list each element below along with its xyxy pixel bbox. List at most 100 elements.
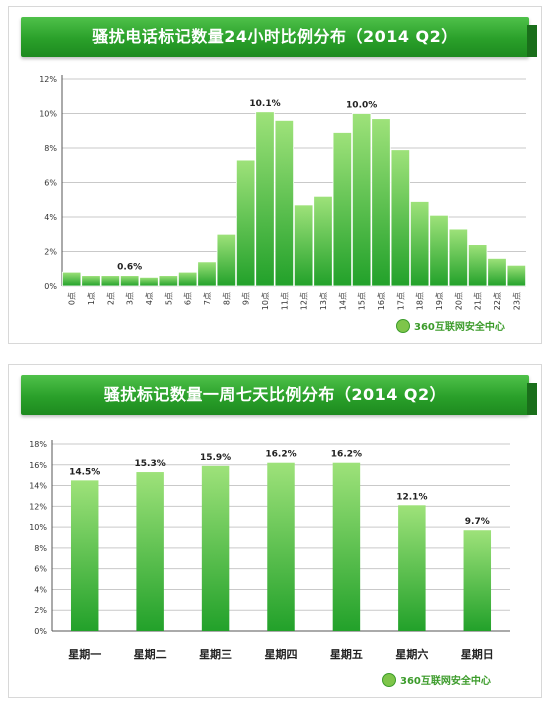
bar	[313, 195, 333, 287]
data-label: 0.6%	[117, 263, 142, 273]
x-tick-label: 5点	[164, 292, 173, 305]
bar	[398, 505, 426, 631]
brand-watermark: 360互联网安全中心	[382, 672, 491, 687]
bar	[506, 264, 527, 287]
bar	[467, 244, 488, 287]
bar	[158, 275, 179, 287]
bar	[70, 480, 99, 631]
y-tick-label: 10%	[29, 523, 47, 532]
x-tick-label: 星期六	[395, 647, 428, 661]
x-tick-label: 6点	[184, 292, 193, 305]
y-tick-label: 8%	[44, 144, 57, 153]
y-tick-label: 2%	[44, 248, 57, 257]
x-tick-label: 4点	[145, 292, 154, 305]
bar	[409, 201, 430, 287]
data-label: 10.0%	[346, 101, 377, 111]
y-tick-label: 4%	[44, 213, 57, 222]
y-tick-label: 18%	[29, 440, 47, 449]
bar	[487, 257, 507, 287]
bar	[274, 120, 295, 287]
y-tick-label: 12%	[29, 502, 47, 511]
weekly-chart-plot: 0% 2% 4% 6% 8% 10% 12% 14% 16% 18% 星期一 星期二 星期三 星期四 星期五…	[29, 440, 510, 661]
brand-watermark: 360互联网安全中心	[396, 318, 505, 333]
bar	[119, 275, 140, 287]
x-tick-label: 20点	[454, 292, 463, 310]
x-tick-label: 7点	[203, 292, 212, 305]
banner-ribbon-fold	[527, 25, 537, 57]
data-label: 12.1%	[396, 492, 427, 502]
x-tick-label: 22点	[493, 292, 502, 310]
x-tick-label: 星期日	[461, 647, 494, 661]
bar	[81, 275, 101, 287]
data-label: 16.2%	[265, 450, 296, 460]
brand-label: 360互联网安全中心	[400, 676, 491, 687]
y-tick-label: 10%	[39, 110, 57, 119]
y-tick-label: 14%	[29, 482, 47, 491]
brand-logo-icon	[382, 672, 396, 687]
hourly-chart-plot: 0% 2% 4% 6% 8% 10% 12% 0点 1点 2点 3点 4点 5点 6点 7点 8点 9点 10点 1…	[39, 75, 527, 310]
x-tick-label: 星期三	[199, 647, 232, 661]
y-tick-label: 0%	[44, 282, 57, 291]
y-tick-label: 12%	[39, 75, 57, 84]
bar	[201, 465, 230, 631]
bar	[267, 462, 295, 631]
bar	[255, 111, 275, 287]
y-tick-label: 2%	[34, 606, 47, 615]
bar	[463, 530, 492, 631]
x-tick-label: 17点	[396, 292, 405, 310]
bar	[216, 233, 237, 287]
x-tick-label: 星期四	[265, 647, 298, 661]
x-tick-label: 1点	[87, 292, 96, 305]
x-tick-label: 星期五	[330, 647, 363, 661]
x-tick-label: 19点	[435, 292, 444, 310]
x-tick-label: 8点	[222, 292, 231, 305]
bar	[371, 118, 391, 287]
y-tick-label: 6%	[34, 565, 47, 574]
x-tick-label: 2点	[106, 292, 115, 305]
x-tick-label: 9点	[242, 292, 251, 305]
hourly-chart-banner: 骚扰电话标记数量24小时比例分布（2014 Q2）	[21, 17, 537, 57]
brand-label: 360互联网安全中心	[414, 322, 505, 333]
bar	[139, 276, 159, 287]
bar	[197, 261, 217, 287]
data-label: 9.7%	[465, 517, 490, 527]
hourly-chart-panel: 骚扰电话标记数量24小时比例分布（2014 Q2）	[8, 6, 542, 344]
data-label: 10.1%	[249, 99, 280, 109]
y-tick-label: 6%	[44, 179, 57, 188]
bar	[390, 149, 411, 287]
x-tick-label: 18点	[416, 292, 425, 310]
y-tick-label: 8%	[34, 544, 47, 553]
hourly-chart-title: 骚扰电话标记数量24小时比例分布（2014 Q2）	[92, 27, 458, 46]
bar	[177, 271, 198, 287]
y-tick-label: 16%	[29, 461, 47, 470]
x-tick-label: 11点	[280, 292, 289, 310]
x-tick-label: 15点	[358, 292, 367, 310]
x-tick-label: 23点	[512, 292, 521, 310]
bar	[293, 204, 314, 287]
bar	[351, 113, 372, 287]
x-tick-label: 16点	[377, 292, 386, 310]
bar	[100, 275, 121, 287]
x-tick-label: 21点	[474, 292, 483, 310]
bar	[448, 228, 469, 287]
data-label: 14.5%	[69, 467, 100, 477]
bar	[235, 159, 256, 287]
banner-ribbon-fold	[527, 383, 537, 415]
y-tick-label: 4%	[34, 585, 47, 594]
data-label: 16.2%	[331, 450, 362, 460]
x-tick-label: 13点	[319, 292, 328, 310]
x-tick-label: 12点	[300, 292, 309, 310]
weekly-chart-title: 骚扰标记数量一周七天比例分布（2014 Q2）	[103, 385, 447, 404]
y-tick-label: 0%	[34, 627, 47, 636]
bar	[332, 462, 361, 631]
data-label: 15.3%	[135, 459, 166, 469]
x-tick-label: 10点	[261, 292, 270, 310]
x-tick-label: 14点	[338, 292, 347, 310]
bar	[332, 132, 353, 287]
bar	[136, 472, 164, 631]
data-label: 15.9%	[200, 453, 231, 463]
x-tick-label: 3点	[126, 292, 135, 305]
bar	[61, 271, 82, 287]
brand-logo-icon	[396, 318, 410, 333]
